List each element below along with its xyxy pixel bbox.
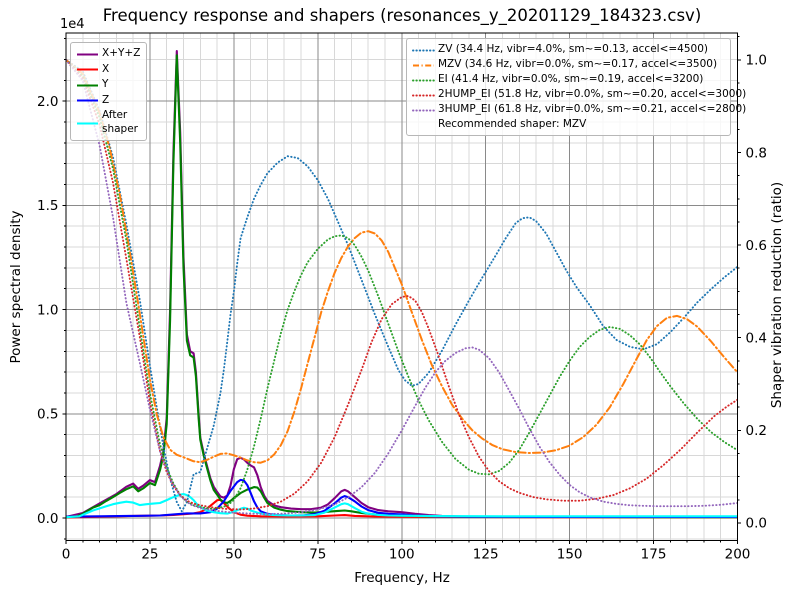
- legend-sample-line: [412, 94, 435, 96]
- chart-title: Frequency response and shapers (resonanc…: [102, 6, 702, 25]
- x-axis-label: Frequency, Hz: [354, 570, 450, 586]
- legend-item-label: EI (41.4 Hz, vibr=0.0%, sm~=0.19, accel<…: [438, 73, 704, 85]
- legend-sample-line: [77, 99, 98, 102]
- legend-sample-line: [412, 49, 435, 51]
- legend-item-label: MZV (34.6 Hz, vibr=0.0%, sm~=0.17, accel…: [438, 58, 718, 70]
- legend-sample-line: [413, 64, 434, 66]
- series-hump2_ei: [66, 58, 738, 511]
- y-left-tick-label: 1.5: [37, 198, 58, 214]
- y-axis-offset-label: 1e4: [60, 17, 85, 32]
- legend-footer-spacer: [411, 118, 438, 132]
- legend-item: 3HUMP_EI (61.8 Hz, vibr=0.0%, sm~=0.21, …: [411, 102, 746, 117]
- legend-footer: Recommended shaper: MZV: [411, 117, 725, 132]
- series-psd_y: [66, 54, 738, 519]
- legend-item: ZV (34.4 Hz, vibr=4.0%, sm~=0.13, accel<…: [411, 42, 725, 57]
- legend-sample-line: [77, 122, 98, 124]
- y-right-tick-label: 0.6: [746, 238, 767, 254]
- legend-item: Y: [75, 77, 141, 93]
- y-right-tick-label: 0.4: [746, 330, 767, 346]
- series-ei: [66, 58, 738, 510]
- legend-item: Z: [75, 93, 141, 109]
- x-tick-label: 175: [641, 547, 667, 563]
- legend-item-label: Z: [102, 93, 110, 106]
- legend-item-label: X: [102, 62, 110, 75]
- legend-sample-line: [77, 53, 98, 56]
- legend-item: X+Y+Z: [75, 46, 141, 62]
- recommended-shaper-label: Recommended shaper: MZV: [438, 118, 587, 130]
- legend-item-label: ZV (34.4 Hz, vibr=4.0%, sm~=0.13, accel<…: [438, 43, 708, 55]
- legend-sample-line: [412, 79, 435, 81]
- legend-item: X: [75, 62, 141, 78]
- series-psd_after_shaper: [66, 492, 738, 519]
- legend-item: After shaper: [75, 108, 141, 137]
- x-tick-label: 50: [225, 547, 242, 563]
- ticks: [62, 36, 741, 544]
- x-tick-label: 125: [473, 547, 499, 563]
- legend-item-label: After shaper: [102, 109, 139, 135]
- x-tick-label: 75: [309, 547, 326, 563]
- legend-sample-line: [412, 109, 435, 111]
- legend-item: EI (41.4 Hz, vibr=0.0%, sm~=0.19, accel<…: [411, 72, 725, 87]
- legend-item: MZV (34.6 Hz, vibr=0.0%, sm~=0.17, accel…: [411, 57, 725, 72]
- y-left-tick-label: 2.0: [37, 94, 58, 110]
- tick-labels: 0 25 50 75 100 125 150 175 200 0.0 0.5 1.0 1.5 2.0 0.0…: [37, 53, 767, 563]
- legend-item-label: Y: [102, 78, 109, 90]
- y-axis-label-left: Power spectral density: [8, 210, 24, 364]
- series-group: [66, 50, 738, 519]
- y-left-tick-label: 0.5: [37, 407, 58, 423]
- y-axis-label-right: Shaper vibration reduction (ratio): [769, 181, 785, 409]
- y-left-tick-label: 1.0: [37, 302, 58, 318]
- legend-sample-line: [77, 68, 98, 71]
- y-right-tick-label: 0.0: [746, 516, 767, 532]
- legend-psd: X+Y+Z X Y Z After shaper: [70, 42, 147, 141]
- y-right-tick-label: 0.2: [746, 423, 767, 439]
- x-tick-label: 25: [141, 547, 158, 563]
- x-tick-label: 200: [725, 547, 751, 563]
- x-tick-label: 100: [389, 547, 415, 563]
- legend-shapers: ZV (34.4 Hz, vibr=4.0%, sm~=0.13, accel<…: [406, 38, 746, 136]
- x-tick-label: 150: [557, 547, 583, 563]
- series-zv: [66, 58, 738, 513]
- y-left-tick-label: 0.0: [37, 511, 58, 527]
- series-mzv: [66, 58, 738, 464]
- y-right-tick-label: 1.0: [746, 53, 767, 69]
- x-tick-label: 0: [62, 547, 71, 563]
- legend-sample-line: [77, 84, 98, 87]
- legend-item: 2HUMP_EI (51.8 Hz, vibr=0.0%, sm~=0.20, …: [411, 87, 746, 102]
- legend-item-label: 2HUMP_EI (51.8 Hz, vibr=0.0%, sm~=0.20, …: [438, 88, 747, 100]
- series-hump3_ei: [66, 58, 738, 516]
- y-right-tick-label: 0.8: [746, 145, 767, 161]
- legend-item-label: X+Y+Z: [102, 47, 141, 59]
- legend-item-label: 3HUMP_EI (61.8 Hz, vibr=0.0%, sm~=0.21, …: [438, 103, 747, 115]
